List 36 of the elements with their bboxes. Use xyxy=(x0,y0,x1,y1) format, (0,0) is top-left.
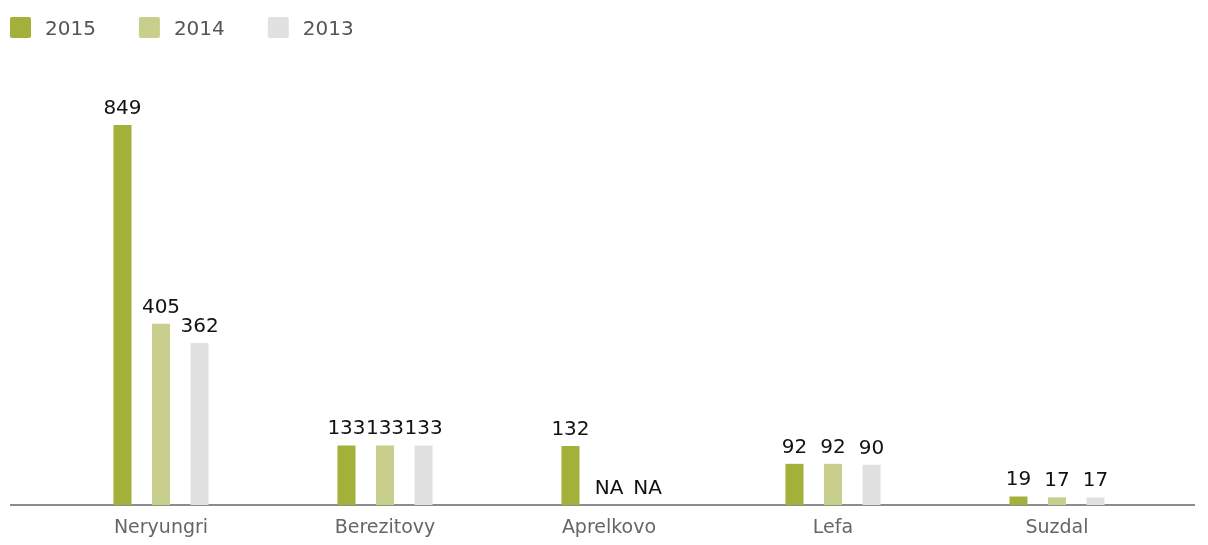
bar xyxy=(823,463,843,505)
data-label: 17 xyxy=(1082,467,1109,492)
bar xyxy=(561,445,580,505)
text: NA xyxy=(594,475,624,499)
x-tick-label: Lefa xyxy=(812,515,854,538)
bar xyxy=(1047,497,1067,505)
bar xyxy=(190,342,209,505)
legend-label: 2015 xyxy=(45,16,96,40)
data-label: 133 xyxy=(404,415,443,440)
x-tick-label: Berezitovy xyxy=(334,515,436,538)
legend-label: 2014 xyxy=(173,16,225,40)
bar xyxy=(337,445,356,505)
bar xyxy=(151,323,171,505)
x-tick-label: Neryungri xyxy=(113,515,209,538)
bar xyxy=(1009,496,1028,505)
data-label: 92 xyxy=(781,433,808,458)
data-label: 90 xyxy=(858,434,885,459)
x-tick-label: Suzdal xyxy=(1025,515,1089,538)
data-label: 17 xyxy=(1044,467,1070,492)
bar xyxy=(862,464,881,505)
data-label: 405 xyxy=(141,293,181,318)
bar xyxy=(414,445,433,505)
bar xyxy=(1086,497,1105,505)
data-label: 132 xyxy=(551,415,590,440)
text: NA xyxy=(633,475,662,499)
data-label: 19 xyxy=(1005,466,1032,491)
data-label: 92 xyxy=(820,433,846,458)
legend-label: 2013 xyxy=(302,16,354,40)
data-label: 362 xyxy=(180,312,219,337)
bar xyxy=(785,463,804,505)
data-label: 133 xyxy=(365,415,405,440)
data-label: 133 xyxy=(327,415,366,440)
data-label: 849 xyxy=(103,95,142,119)
x-tick-label: Aprelkovo xyxy=(561,515,657,538)
bar xyxy=(113,125,132,505)
bar xyxy=(375,445,395,505)
